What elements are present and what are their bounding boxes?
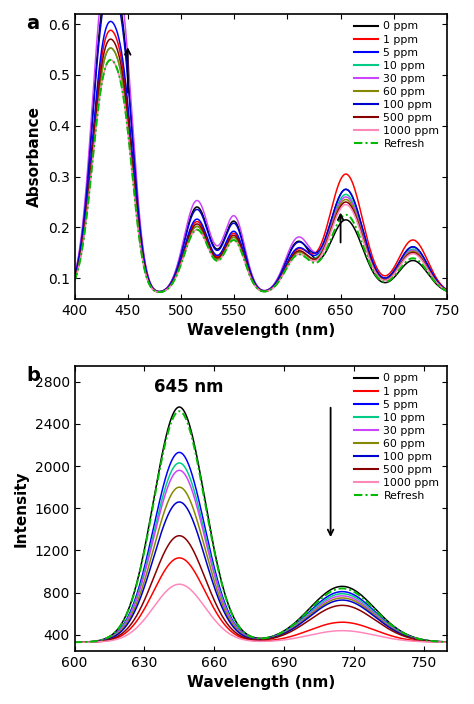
Y-axis label: Intensity: Intensity [14, 470, 29, 546]
X-axis label: Wavelength (nm): Wavelength (nm) [187, 323, 335, 338]
Legend: 0 ppm, 1 ppm, 5 ppm, 10 ppm, 30 ppm, 60 ppm, 100 ppm, 500 ppm, 1000 ppm, Refresh: 0 ppm, 1 ppm, 5 ppm, 10 ppm, 30 ppm, 60 … [352, 371, 442, 503]
X-axis label: Wavelength (nm): Wavelength (nm) [187, 675, 335, 690]
Legend: 0 ppm, 1 ppm, 5 ppm, 10 ppm, 30 ppm, 60 ppm, 100 ppm, 500 ppm, 1000 ppm, Refresh: 0 ppm, 1 ppm, 5 ppm, 10 ppm, 30 ppm, 60 … [352, 19, 442, 151]
Text: a: a [26, 14, 39, 33]
Text: 645 nm: 645 nm [154, 378, 223, 396]
Y-axis label: Absorbance: Absorbance [27, 106, 42, 207]
Text: b: b [26, 366, 40, 385]
